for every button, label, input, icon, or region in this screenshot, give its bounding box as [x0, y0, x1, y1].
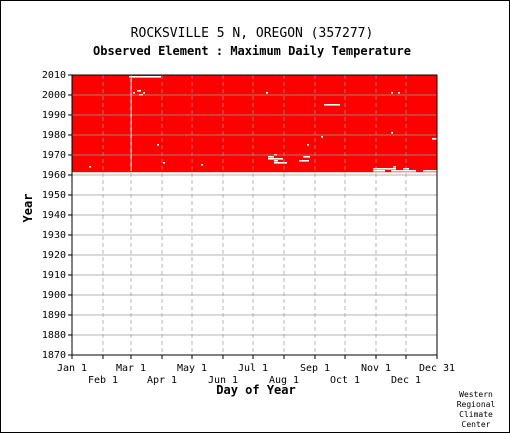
missing-gap: [133, 92, 135, 94]
missing-gap: [423, 170, 437, 172]
missing-gap: [268, 156, 274, 158]
y-tick-label: 1900: [42, 290, 66, 301]
missing-gap: [432, 138, 437, 140]
y-tick-label: 2000: [42, 90, 66, 101]
y-tick-label: 1950: [42, 190, 66, 201]
missing-gap: [303, 156, 310, 158]
chart-title: ROCKSVILLE 5 N, OREGON (357277): [131, 26, 374, 41]
x-tick-label: Jun 1: [208, 375, 238, 386]
missing-gap: [373, 170, 385, 172]
missing-gap: [391, 92, 393, 94]
missing-gap: [274, 162, 287, 164]
missing-gap: [268, 158, 283, 160]
chart-subtitle: Observed Element : Maximum Daily Tempera…: [93, 44, 411, 58]
x-tick-label: Aug 1: [269, 375, 299, 386]
x-tick-label: Jan 1: [57, 363, 87, 374]
missing-gap: [307, 144, 309, 146]
missing-gap: [163, 162, 165, 164]
y-axis-label: Year: [21, 194, 35, 223]
y-tick-labels: 1870 1880 1890 1900 1910 1920 1930 1940 1950 1960…: [42, 70, 66, 361]
missing-gap: [324, 104, 340, 106]
missing-gap: [89, 166, 91, 168]
record-layer: [72, 75, 437, 173]
x-tick-labels: Jan 1 Mar 1 May 1 Jul 1 Sep 1 Nov 1 Dec 31 Feb …: [57, 363, 455, 386]
axes-layer: [68, 74, 438, 359]
credit-line-1: Western: [459, 390, 493, 399]
y-tick-label: 1980: [42, 130, 66, 141]
x-tick-label: Dec 31: [419, 363, 455, 374]
x-tick-label: Nov 1: [361, 363, 391, 374]
missing-gap: [137, 90, 141, 92]
y-tick-label: 1940: [42, 210, 66, 221]
y-tick-label: 1990: [42, 110, 66, 121]
y-tick-label: 1890: [42, 310, 66, 321]
x-tick-label: May 1: [177, 363, 207, 374]
missing-gap: [321, 136, 323, 138]
x-tick-label: Feb 1: [88, 375, 118, 386]
y-tick-label: 2010: [42, 70, 66, 81]
record-coverage-block: [72, 75, 437, 173]
missing-gap: [274, 160, 278, 162]
missing-gap: [391, 132, 393, 134]
missing-day-line: [130, 75, 132, 171]
missing-gap: [393, 166, 396, 168]
missing-gap: [201, 164, 203, 166]
missing-gap: [391, 170, 416, 172]
missing-gap: [143, 92, 145, 94]
x-tick-label: Apr 1: [147, 375, 177, 386]
y-tick-label: 1930: [42, 230, 66, 241]
missing-gap: [157, 144, 159, 146]
credit-line-2: Regional: [457, 400, 496, 409]
missing-gap: [266, 92, 268, 94]
x-axis-label: Day of Year: [216, 383, 295, 397]
y-tick-label: 1870: [42, 350, 66, 361]
missing-gap: [398, 92, 400, 94]
x-tick-label: Dec 1: [391, 375, 421, 386]
x-tick-label: Jul 1: [238, 363, 268, 374]
missing-gap: [373, 168, 396, 170]
grid-layer: [72, 75, 437, 355]
x-tick-label: Oct 1: [330, 375, 360, 386]
y-tick-label: 1960: [42, 170, 66, 181]
y-tick-label: 1880: [42, 330, 66, 341]
y-tick-label: 1970: [42, 150, 66, 161]
missing-gap: [299, 160, 309, 162]
credit-line-3: Climate: [459, 410, 493, 419]
x-tick-label: Sep 1: [300, 363, 330, 374]
credit-line-4: Center: [462, 420, 491, 429]
y-tick-label: 1910: [42, 270, 66, 281]
x-tick-label: Mar 1: [116, 363, 146, 374]
missing-gap: [129, 76, 161, 78]
y-tick-label: 1920: [42, 250, 66, 261]
missing-gaps-layer: [89, 75, 437, 172]
